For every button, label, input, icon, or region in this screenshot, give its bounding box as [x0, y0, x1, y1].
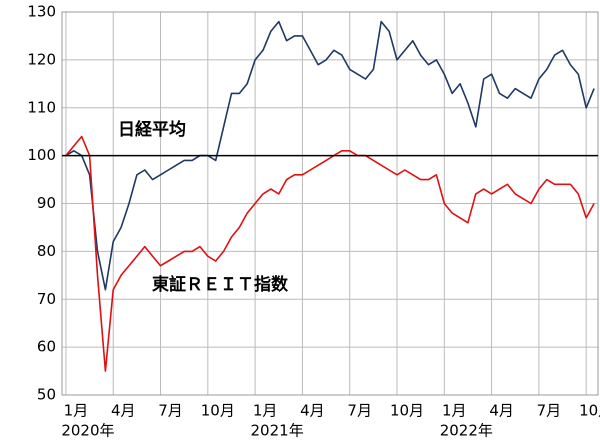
series-label: 日経平均 [118, 119, 186, 140]
x-year-label: 2021年 [251, 422, 304, 440]
y-tick-label: 100 [27, 146, 56, 164]
x-tick-label: 1月 [442, 402, 467, 420]
y-tick-label: 130 [27, 3, 56, 21]
x-tick-label: 10月 [201, 402, 235, 420]
x-tick-label: 7月 [158, 402, 183, 420]
series-label: 東証ＲＥＩＴ指数 [152, 274, 289, 295]
y-tick-label: 110 [27, 98, 56, 116]
series-line [65, 20, 595, 291]
x-tick-label: 4月 [111, 402, 136, 420]
x-year-label: 2020年 [61, 422, 114, 440]
y-tick-label: 50 [37, 386, 56, 404]
x-tick-label: 7月 [347, 402, 372, 420]
plot-border [61, 11, 599, 396]
x-tick-label: 1月 [64, 402, 89, 420]
x-tick-label: 7月 [537, 402, 562, 420]
y-tick-label: 60 [37, 338, 56, 356]
x-year-label: 2022年 [440, 422, 493, 440]
y-tick-label: 90 [37, 194, 56, 212]
x-tick-label: 4月 [300, 402, 325, 420]
y-tick-label: 80 [37, 242, 56, 260]
y-tick-label: 120 [27, 50, 56, 68]
x-tick-label: 10月 [579, 402, 600, 420]
series-line [65, 135, 595, 372]
x-tick-label: 1月 [253, 402, 278, 420]
x-tick-label: 10月 [390, 402, 424, 420]
x-tick-label: 4月 [489, 402, 514, 420]
y-tick-label: 70 [37, 290, 56, 308]
